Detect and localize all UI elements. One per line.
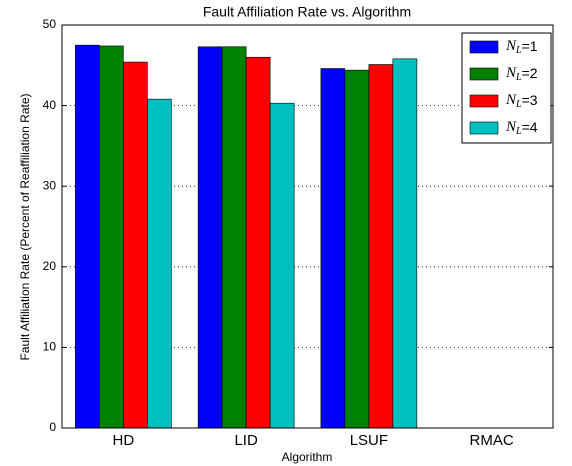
- legend-swatch: [469, 40, 499, 54]
- legend-label-part: =1: [522, 38, 538, 54]
- bar: [197, 46, 223, 429]
- legend-label: NL=3: [505, 92, 538, 111]
- legend-label-part: L: [515, 99, 522, 110]
- legend-label-part: N: [505, 119, 517, 135]
- legend-label: NL=1: [505, 38, 538, 57]
- legend-label-part: =3: [522, 92, 538, 108]
- y-tick-label: 0: [49, 420, 56, 434]
- x-tick-label: RMAC: [470, 432, 514, 449]
- x-tick-label: LID: [234, 432, 258, 449]
- y-axis-label: Fault Affiliation Rate (Percent of Reaff…: [18, 93, 32, 360]
- legend-label-part: N: [505, 92, 517, 108]
- legend-label: NL=4: [505, 119, 538, 138]
- bar: [99, 45, 124, 429]
- legend-label-part: N: [505, 65, 517, 81]
- bar: [269, 102, 295, 429]
- legend-label-part: N: [505, 38, 517, 54]
- y-tick-label: 40: [43, 98, 57, 112]
- x-tick-label: LSUF: [350, 432, 388, 449]
- y-tick-label: 50: [43, 17, 57, 31]
- plot-frame: [61, 24, 554, 429]
- y-tick-label: 10: [43, 340, 57, 354]
- legend-label-part: =2: [522, 65, 538, 81]
- legend-swatch: [469, 121, 499, 135]
- bar: [344, 69, 370, 429]
- bar: [221, 46, 247, 429]
- legend-label-part: L: [515, 72, 522, 83]
- legend-swatch: [469, 94, 499, 108]
- legend-swatch: [469, 67, 499, 81]
- x-tick-label: HD: [113, 432, 135, 449]
- y-tick-label: 20: [43, 259, 57, 273]
- legend-label-part: L: [515, 126, 522, 137]
- chart-title: Fault Affiliation Rate vs. Algorithm: [203, 4, 411, 20]
- bar: [320, 68, 346, 429]
- bar: [368, 64, 394, 429]
- bar: [245, 56, 271, 429]
- y-tick-label: 30: [43, 178, 57, 192]
- legend-label-part: L: [515, 45, 522, 56]
- bar: [123, 61, 148, 429]
- legend-label: NL=2: [505, 65, 538, 84]
- bar: [147, 98, 172, 429]
- x-axis-label: Algorithm: [282, 450, 333, 464]
- bar: [75, 44, 100, 429]
- bar: [392, 58, 418, 429]
- legend-label-part: =4: [522, 119, 538, 135]
